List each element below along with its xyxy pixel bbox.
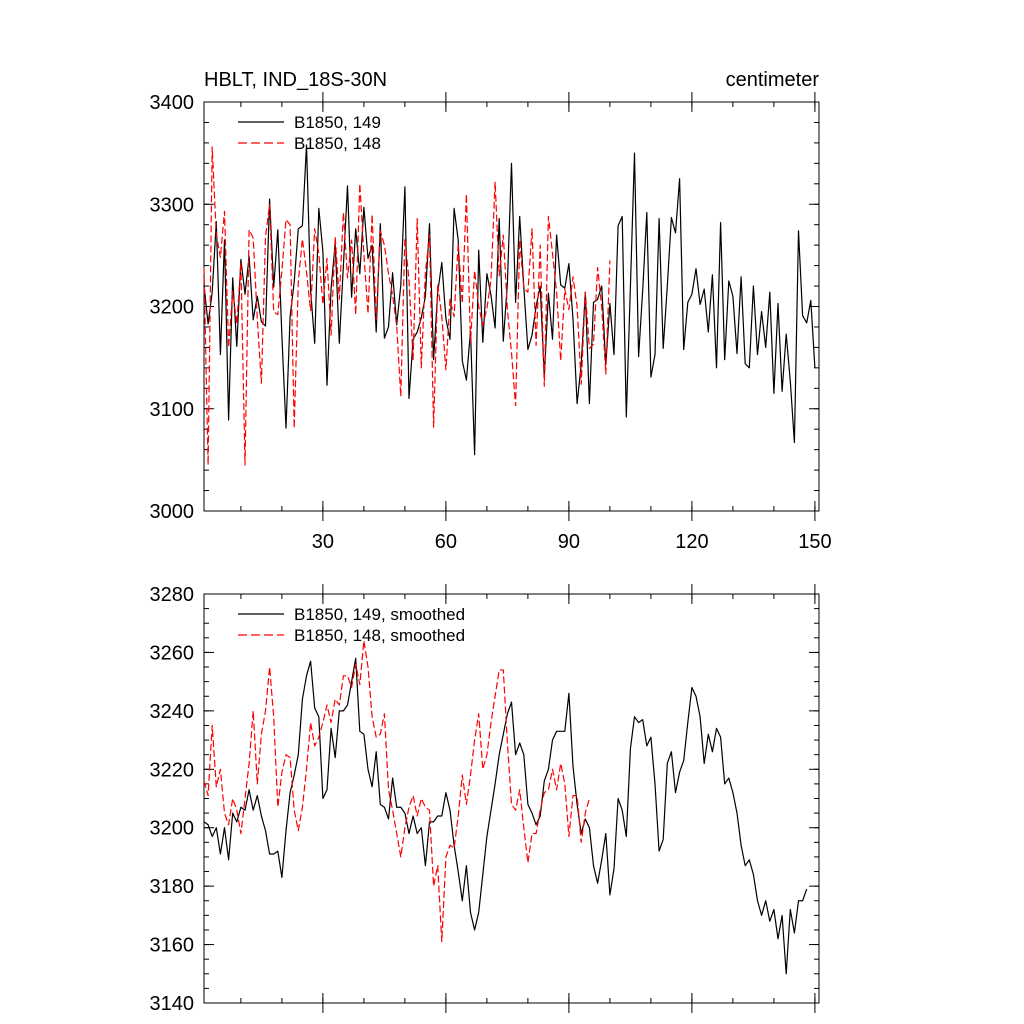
top-series xyxy=(203,144,816,466)
bottom-y-ticks: 3140 3160 3180 3200 3220 3240 3260 3280 xyxy=(150,584,819,1015)
top-x-tick-label: 60 xyxy=(435,531,457,553)
top-units: centimeter xyxy=(726,69,820,91)
top-y-tick-label: 3400 xyxy=(150,92,195,114)
top-x-tick-label: 150 xyxy=(798,531,831,553)
top-legend-label-2: B1850, 148 xyxy=(294,134,381,153)
top-y-tick-label: 3300 xyxy=(150,194,195,216)
bottom-y-tick-label: 3160 xyxy=(150,935,195,957)
bottom-legend-label-1: B1850, 149, smoothed xyxy=(294,605,465,624)
bottom-series-2-line xyxy=(203,640,590,943)
top-x-tick-label: 120 xyxy=(675,531,708,553)
bottom-y-tick-label: 3180 xyxy=(150,876,195,898)
bottom-series xyxy=(203,640,808,975)
top-series-1-line xyxy=(203,144,816,456)
top-title: HBLT, IND_18S-30N xyxy=(204,69,387,91)
bottom-x-ticks xyxy=(322,584,816,1013)
top-y-tick-label: 3000 xyxy=(150,501,195,523)
top-legend-label-1: B1850, 149 xyxy=(294,113,381,132)
top-series-2-line xyxy=(203,146,611,466)
bottom-panel: 3140 3160 3180 3200 3220 3240 3260 3280 B1850, … xyxy=(150,584,820,1015)
bottom-y-tick-label: 3220 xyxy=(150,759,195,781)
bottom-legend: B1850, 149, smoothed B1850, 148, smoothed xyxy=(238,605,465,645)
top-x-ticks: 30 60 90 120 150 xyxy=(312,92,832,553)
bottom-y-tick-label: 3200 xyxy=(150,818,195,840)
bottom-legend-label-2: B1850, 148, smoothed xyxy=(294,626,465,645)
top-panel: HBLT, IND_18S-30N centimeter 3000 3100 320… xyxy=(150,69,832,553)
top-y-ticks: 3000 3100 3200 3300 3400 xyxy=(150,92,819,523)
bottom-y-tick-label: 3260 xyxy=(150,642,195,664)
top-x-tick-label: 90 xyxy=(558,531,580,553)
top-y-tick-label: 3100 xyxy=(150,399,195,421)
bottom-y-tick-label: 3140 xyxy=(150,993,195,1015)
top-y-tick-label: 3200 xyxy=(150,297,195,319)
top-x-tick-label: 30 xyxy=(312,531,334,553)
bottom-y-tick-label: 3280 xyxy=(150,584,195,606)
bottom-series-1-line xyxy=(203,657,808,975)
top-legend: B1850, 149 B1850, 148 xyxy=(238,113,381,153)
bottom-y-tick-label: 3240 xyxy=(150,701,195,723)
